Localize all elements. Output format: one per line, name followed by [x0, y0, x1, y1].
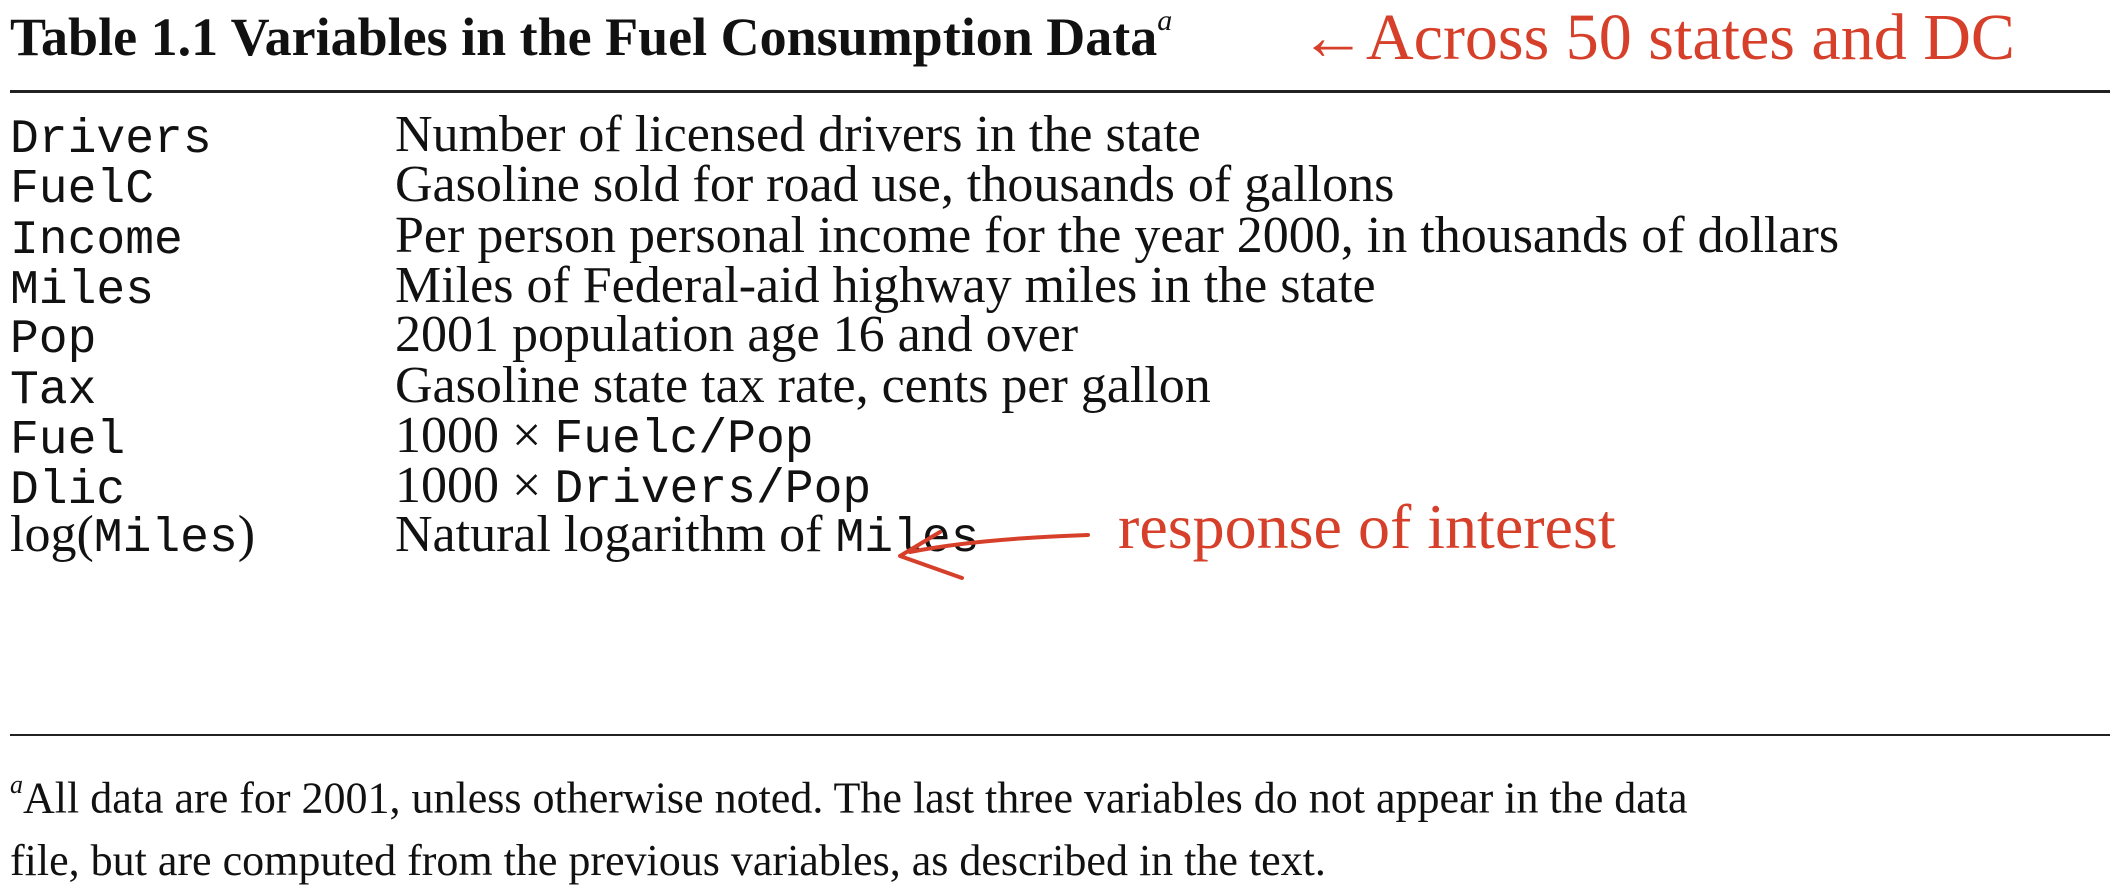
- variable-name: Income: [10, 214, 183, 268]
- annotation-across-states: ←Across 50 states and DC: [1300, 1, 2015, 74]
- variable-name: Dlic: [10, 464, 126, 518]
- variable-name: log(Miles): [10, 505, 255, 566]
- log-suffix: ): [237, 506, 256, 563]
- variable-description: 1000 × Drivers/Pop: [395, 456, 871, 517]
- table-footnote: aAll data are for 2001, unless otherwise…: [10, 758, 2115, 892]
- top-rule: [10, 90, 2110, 93]
- variable-name: Drivers: [10, 113, 212, 167]
- annotation-response-of-interest: response of interest: [1118, 491, 1616, 562]
- log-argument: Miles: [93, 512, 238, 566]
- variable-name: Miles: [10, 264, 155, 318]
- table-title-text: Table 1.1 Variables in the Fuel Consumpt…: [10, 7, 1158, 67]
- formula-prefix: 1000 ×: [395, 407, 555, 464]
- variable-description: Number of licensed drivers in the state: [395, 106, 1201, 163]
- variable-description: Miles of Federal-aid highway miles in th…: [395, 257, 1376, 314]
- formula-prefix: 1000 ×: [395, 457, 555, 514]
- variable-name: Tax: [10, 364, 97, 418]
- variable-name: Pop: [10, 313, 97, 367]
- formula-code: Drivers/Pop: [554, 463, 872, 517]
- variable-description: 2001 population age 16 and over: [395, 306, 1079, 363]
- description-prefix: Natural logarithm of: [395, 506, 836, 563]
- footnote-mark: a: [10, 770, 23, 799]
- title-footnote-mark: a: [1157, 4, 1173, 37]
- footnote-line-1: aAll data are for 2001, unless otherwise…: [10, 758, 2115, 830]
- variable-name: Fuel: [10, 414, 126, 468]
- footnote-text-1: All data are for 2001, unless otherwise …: [23, 773, 1688, 823]
- variable-description: 1000 × Fuelc/Pop: [395, 406, 814, 467]
- log-prefix: log(: [10, 506, 94, 563]
- variable-description: Gasoline state tax rate, cents per gallo…: [395, 357, 1211, 414]
- table-title: Table 1.1 Variables in the Fuel Consumpt…: [10, 4, 1173, 68]
- variable-description: Per person personal income for the year …: [395, 207, 1840, 264]
- bottom-rule: [10, 734, 2110, 736]
- footnote-text-2: file, but are computed from the previous…: [10, 835, 1326, 885]
- formula-code: Fuelc/Pop: [554, 413, 814, 467]
- variable-description: Gasoline sold for road use, thousands of…: [395, 156, 1395, 213]
- variable-name: FuelC: [10, 163, 155, 217]
